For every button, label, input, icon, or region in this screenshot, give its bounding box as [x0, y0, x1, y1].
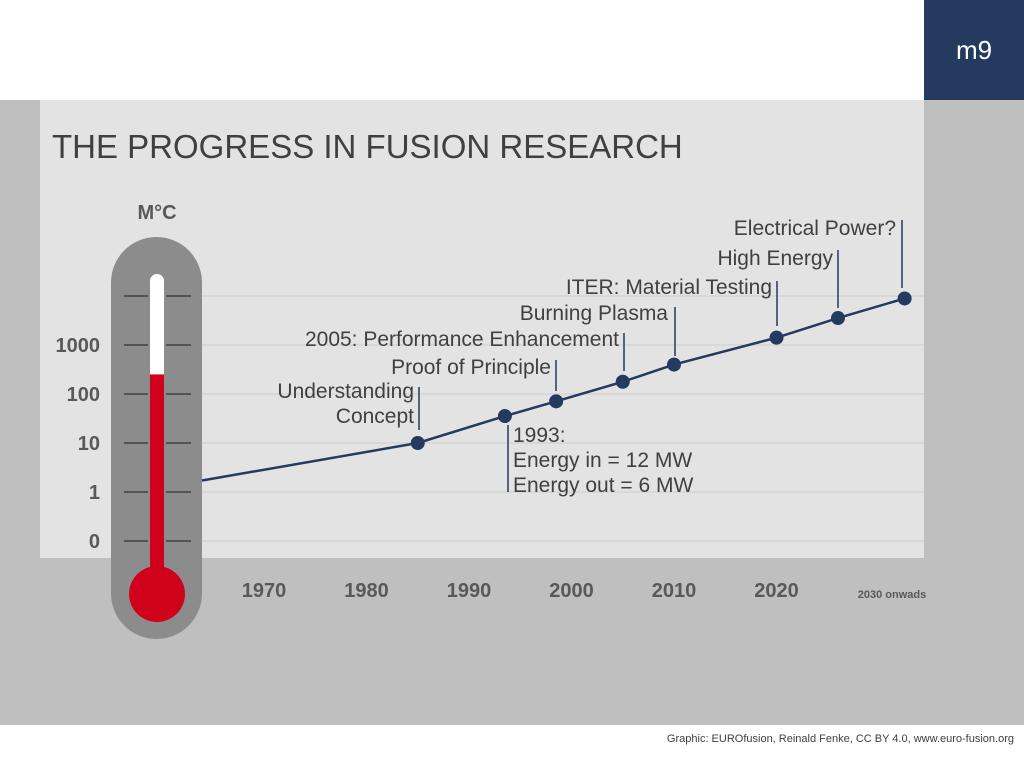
series-line: [201, 291, 912, 482]
y-tick-label: 1000: [56, 335, 101, 357]
x-tick-label: 1980: [344, 580, 389, 602]
data-point: [615, 374, 630, 389]
annotation-label: Understanding: [277, 380, 414, 403]
annotation-label: Energy out = 6 MW: [513, 474, 694, 497]
annotation-label: Burning Plasma: [520, 302, 669, 325]
y-tick-label: 10: [78, 433, 100, 455]
gridlines: [190, 295, 924, 542]
y-tick-label: 100: [67, 384, 100, 406]
slide-number-badge: m9: [924, 0, 1024, 100]
annotation-label: Concept: [336, 405, 414, 428]
page-title: THE PROGRESS IN FUSION RESEARCH: [52, 128, 683, 165]
y-tick-label: 0: [89, 531, 100, 553]
thermometer-bulb: [129, 566, 185, 622]
x-tick-label: 2010: [652, 580, 697, 602]
thermometer-icon: [111, 237, 202, 639]
x-tick-label: 2030 onwads: [858, 589, 926, 601]
annotation-label: High Energy: [717, 247, 833, 270]
data-point: [897, 291, 912, 306]
x-tick-label: 2000: [549, 580, 594, 602]
y-axis: M°C 0 1 10 100 1000: [56, 202, 177, 553]
data-point: [497, 409, 512, 424]
data-point: [667, 357, 681, 372]
annotation-label: Electrical Power?: [734, 217, 896, 240]
data-point: [410, 436, 425, 450]
data-point: [769, 330, 784, 345]
header-area: [0, 0, 1024, 100]
annotation-label: Energy in = 12 MW: [513, 449, 692, 472]
annotation-label: 2005: Performance Enhancement: [305, 328, 619, 351]
footer-credit: Graphic: EUROfusion, Reinald Fenke, CC B…: [666, 733, 1014, 745]
annotation-label: 1993:: [513, 424, 566, 447]
x-tick-label: 1990: [447, 580, 492, 602]
y-axis-unit-label: M°C: [137, 202, 176, 224]
data-point: [549, 394, 564, 409]
x-axis: 1970 1980 1990 2000 2010 2020 2030 onwads: [242, 580, 926, 602]
annotation-label: Proof of Principle: [391, 356, 551, 379]
thermometer-fill: [150, 374, 164, 594]
x-tick-label: 1970: [242, 580, 287, 602]
x-tick-label: 2020: [754, 580, 799, 602]
annotation-label: ITER: Material Testing: [566, 276, 772, 299]
data-point: [831, 311, 845, 326]
y-tick-label: 1: [89, 482, 100, 504]
